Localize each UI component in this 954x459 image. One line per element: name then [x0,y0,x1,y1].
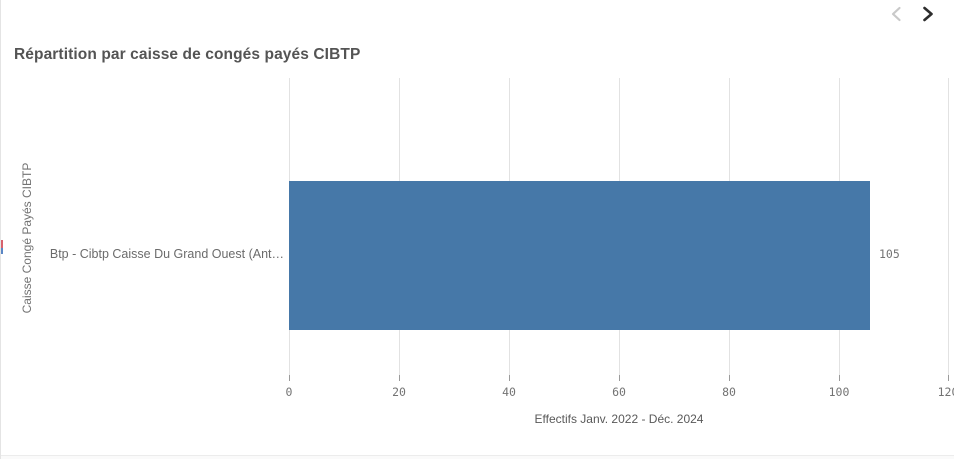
bar-grand-ouest[interactable] [289,181,870,330]
pagination-nav [884,3,940,27]
x-axis-title: Effectifs Janv. 2022 - Déc. 2024 [534,412,704,426]
chevron-left-icon [890,6,902,25]
x-tick-label: 80 [722,385,736,399]
x-tick-label: 100 [828,385,850,399]
bar-value-label: 105 [879,247,900,261]
scroll-mini-indicator [1,240,3,254]
tick-mark [839,375,840,381]
next-page-button[interactable] [916,3,940,27]
x-tick-label: 0 [285,385,293,399]
tick-mark [509,375,510,381]
plot-area: 105 0 20 40 60 80 100 120 [286,78,954,399]
prev-page-button[interactable] [884,3,908,27]
gridline [948,78,949,375]
x-tick-label: 120 [937,385,954,399]
tick-mark [729,375,730,381]
indicator-blue-segment [1,248,3,254]
widget-bottom-border [1,455,954,456]
tick-mark [399,375,400,381]
indicator-red-segment [1,240,3,248]
tick-mark [289,375,290,381]
x-tick-label: 20 [392,385,406,399]
widget-bottom-strip [1,456,954,459]
y-axis-title: Caisse Congé Payés CIBTP [20,162,34,314]
x-tick-label: 40 [502,385,516,399]
chevron-right-icon [922,6,934,25]
category-label[interactable]: Btp - Cibtp Caisse Du Grand Ouest (Ant… [49,247,284,261]
tick-mark [619,375,620,381]
x-tick-label: 60 [612,385,626,399]
tick-mark [948,375,949,381]
chart-title: Répartition par caisse de congés payés C… [14,46,361,63]
